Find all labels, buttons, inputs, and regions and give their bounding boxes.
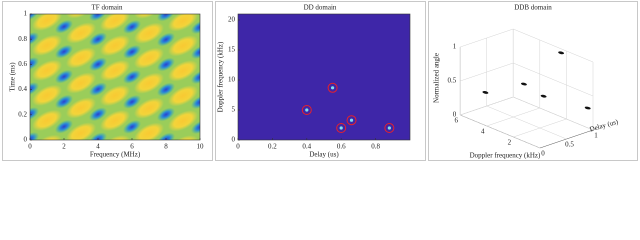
z-tick-label: 0.5 [447, 77, 456, 85]
target-point [305, 108, 309, 112]
y-axis-label: Doppler frequency (kHz) [470, 152, 541, 160]
heatmap-image [30, 14, 200, 140]
y-tick-label: 0 [24, 136, 28, 144]
target-point [331, 86, 335, 90]
x-tick-label: 0.5 [565, 141, 574, 149]
target-point [387, 126, 391, 130]
grid-line [513, 28, 594, 63]
plot-border [29, 13, 201, 141]
z-axis-label: Normalized angle [433, 53, 441, 103]
x-tick-label: 0.2 [268, 143, 277, 151]
x-tick-label: 2 [62, 143, 66, 151]
x-tick-label: 6 [130, 143, 134, 151]
x-tick-label: 0 [541, 150, 545, 158]
point-3d [482, 91, 489, 94]
target-point [339, 126, 343, 130]
y-tick-label: 1 [24, 10, 28, 18]
target-ring [384, 123, 395, 133]
x-tick-label: 1 [594, 132, 598, 140]
z-tick-label: 0 [453, 111, 457, 119]
x-tick-label: 0.8 [371, 143, 380, 151]
y-tick-label: 4 [481, 128, 485, 136]
z-tick-label: 1 [453, 43, 457, 51]
y-axis-label: Doppler frequency (kHz) [217, 41, 225, 112]
target-ring [301, 105, 312, 115]
x-tick-label: 10 [197, 143, 205, 151]
chart-title: DDB domain [514, 4, 552, 12]
target-ring [336, 123, 347, 133]
grid-line [460, 96, 514, 116]
x-tick-label: 4 [96, 143, 100, 151]
grid-line [513, 118, 567, 138]
y-tick-label: 20 [228, 16, 236, 24]
grid-line [460, 114, 541, 149]
x-tick-label: 0 [236, 143, 240, 151]
point-3d [558, 51, 565, 55]
chart-title: TF domain [92, 4, 123, 12]
grid-line [486, 105, 567, 140]
x-tick-label: 0.6 [337, 143, 346, 151]
point-3d [520, 82, 527, 86]
panel-frame [428, 1, 638, 161]
plot-background [238, 14, 410, 140]
y-axis-label: Time (ms) [9, 62, 17, 92]
x-axis-label: Delay (us) [309, 151, 339, 159]
x-axis-label: Frequency (MHz) [90, 151, 141, 159]
point-3d [540, 94, 547, 98]
y-tick-label: 15 [228, 46, 236, 54]
chart-title: DD domain [304, 4, 337, 12]
target-point [349, 118, 354, 122]
point-3d [584, 106, 591, 110]
x-tick-label: 0.4 [302, 143, 311, 151]
target-ring [327, 82, 338, 93]
y-tick-label: 0 [232, 136, 236, 144]
y-tick-label: 0.2 [18, 110, 27, 118]
x-tick-label: 8 [164, 143, 168, 151]
y-tick-label: 6 [454, 117, 458, 125]
grid-line [486, 107, 540, 127]
y-tick-label: 5 [232, 106, 236, 114]
y-tick-label: 2 [508, 139, 512, 147]
x-tick-label: 0 [28, 143, 32, 151]
y-tick-label: 10 [228, 76, 236, 84]
grid-line [513, 62, 594, 97]
y-tick-label: 0.8 [18, 35, 27, 43]
y-tick-label: 0.6 [18, 60, 27, 68]
y-tick-label: 0.4 [18, 85, 27, 93]
plot-border [237, 13, 411, 141]
target-ring [346, 115, 357, 126]
grid-line [513, 96, 594, 131]
